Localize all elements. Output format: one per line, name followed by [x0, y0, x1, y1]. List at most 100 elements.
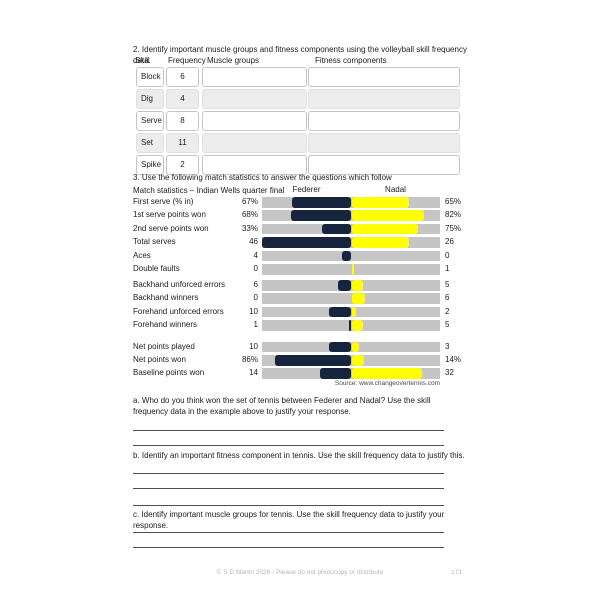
nadal-value: 14% — [445, 355, 462, 364]
federer-value: 33% — [241, 223, 258, 233]
skill-cell: Spike — [136, 155, 164, 175]
federer-bar — [348, 320, 351, 331]
bar-track — [262, 320, 440, 331]
federer-bar — [291, 210, 351, 221]
bar-track — [262, 197, 440, 208]
federer-value: 4 — [253, 250, 258, 260]
fitness-components-cell[interactable] — [308, 89, 460, 109]
muscle-groups-cell[interactable] — [202, 89, 307, 109]
header-fitness-components: Fitness components — [315, 56, 387, 65]
stat-label: Aces — [133, 250, 151, 260]
nadal-bar — [352, 341, 359, 353]
answer-line[interactable] — [133, 430, 444, 431]
federer-bar — [321, 223, 351, 235]
nadal-value: 2 — [445, 306, 450, 316]
federer-value: 86% — [241, 355, 258, 364]
chart-source: Source: www.changeovertennis.com — [334, 380, 440, 387]
nadal-bar — [352, 280, 363, 291]
bar-track — [262, 210, 440, 221]
chart-row: 2nd serve points won 33% 75% — [133, 223, 463, 235]
question-c: c. Identify important muscle groups for … — [133, 510, 445, 530]
bar-track — [262, 306, 440, 318]
stat-label: Double faults — [133, 264, 180, 273]
nadal-value: 0 — [445, 250, 450, 260]
federer-value: 0 — [253, 293, 258, 303]
answer-line[interactable] — [133, 473, 444, 474]
answer-line[interactable] — [133, 547, 444, 548]
stat-label: Total serves — [133, 237, 176, 247]
bar-track — [262, 280, 440, 291]
nadal-value: 5 — [445, 320, 450, 330]
nadal-bar — [352, 223, 418, 235]
bar-track — [262, 237, 440, 248]
stat-label: Backhand winners — [133, 293, 199, 303]
header-muscle-groups: Muscle groups — [207, 56, 260, 65]
stat-label: Forehand unforced errors — [133, 306, 224, 316]
federer-value: 0 — [253, 264, 258, 273]
chart-row: Backhand winners 0 6 — [133, 293, 463, 304]
nadal-bar — [352, 293, 366, 304]
muscle-groups-cell[interactable] — [202, 133, 307, 153]
answer-line[interactable] — [133, 488, 444, 489]
bar-track — [262, 341, 440, 353]
bar-track — [262, 368, 440, 379]
nadal-value: 82% — [445, 210, 462, 220]
frequency-cell: 4 — [166, 89, 199, 109]
chart-row: Net points won 86% 14% — [133, 355, 463, 366]
chart-row: Double faults 0 1 — [133, 264, 463, 275]
nadal-value: 32 — [445, 368, 454, 378]
federer-bar — [337, 280, 351, 291]
nadal-bar — [352, 264, 355, 275]
footer-copyright: © S D Martin 2026 - Please do not photoc… — [216, 569, 384, 576]
frequency-cell: 11 — [166, 133, 199, 153]
answer-line[interactable] — [133, 505, 444, 506]
federer-value: 6 — [253, 280, 258, 289]
skill-cell: Block — [136, 67, 164, 87]
header-frequency: Frequency — [168, 56, 206, 65]
fitness-components-cell[interactable] — [308, 111, 460, 131]
muscle-groups-cell[interactable] — [202, 67, 307, 87]
stat-label: Backhand unforced errors — [133, 280, 226, 289]
stat-label: 2nd serve points won — [133, 223, 209, 233]
federer-value: 10 — [249, 341, 258, 351]
skill-cell: Set — [136, 133, 164, 153]
fitness-components-cell[interactable] — [308, 133, 460, 153]
chart-row: First serve (% in) 67% 65% — [133, 197, 463, 208]
federer-bar — [275, 355, 351, 366]
fitness-components-cell[interactable] — [308, 155, 460, 175]
table-row: Serve 8 — [133, 111, 463, 131]
fitness-components-cell[interactable] — [308, 67, 460, 87]
federer-value: 67% — [241, 197, 258, 206]
answer-line[interactable] — [133, 532, 444, 533]
answer-line[interactable] — [133, 445, 444, 446]
bar-track — [262, 355, 440, 366]
question-2-title: 2. Identify important muscle groups and … — [133, 45, 467, 65]
nadal-bar — [352, 320, 363, 331]
bar-track — [262, 264, 440, 275]
nadal-bar — [352, 368, 423, 379]
muscle-groups-cell[interactable] — [202, 155, 307, 175]
chart-row: Net points played 10 3 — [133, 341, 463, 353]
skill-cell: Dig — [136, 89, 164, 109]
chart-row: Backhand unforced errors 6 5 — [133, 280, 463, 291]
stat-label: Net points played — [133, 341, 195, 351]
stat-label: First serve (% in) — [133, 197, 194, 206]
nadal-value: 1 — [445, 264, 450, 273]
chart-header: Match statistics – Indian Wells quarter … — [133, 185, 463, 196]
table-row: Set 11 — [133, 133, 463, 153]
muscle-groups-cell[interactable] — [202, 111, 307, 131]
frequency-cell: 2 — [166, 155, 199, 175]
table-row: Spike 2 — [133, 155, 463, 175]
stat-label: Baseline points won — [133, 368, 205, 378]
footer-page-number: 171 — [451, 569, 462, 576]
chart-row: Baseline points won 14 32 — [133, 368, 463, 379]
federer-bar — [320, 368, 351, 379]
federer-bar — [292, 197, 351, 208]
federer-value: 46 — [249, 237, 258, 247]
stat-label: 1st serve points won — [133, 210, 206, 220]
nadal-value: 5 — [445, 280, 450, 289]
nadal-value: 6 — [445, 293, 450, 303]
federer-bar — [329, 341, 351, 353]
nadal-value: 75% — [445, 223, 462, 233]
